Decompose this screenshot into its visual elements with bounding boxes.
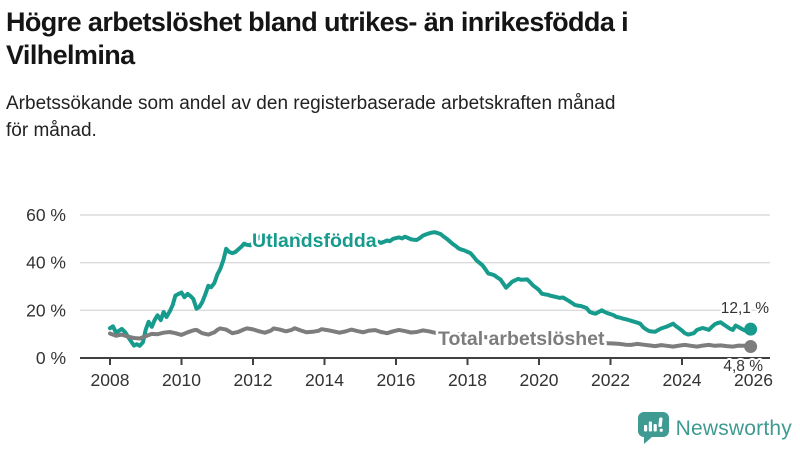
unemployment-line-chart: 0 % 20 % 40 % 60 % 2008 2010 2012 2014 2016 2018 2… bbox=[26, 205, 773, 390]
x-tick-label-2014: 2014 bbox=[305, 370, 344, 390]
series-line-1 bbox=[108, 326, 753, 349]
series-line-0 bbox=[108, 230, 753, 348]
x-tick-label-2020: 2020 bbox=[520, 370, 559, 390]
page-title-line2: Vilhelmina bbox=[6, 39, 135, 70]
x-tick-label-2010: 2010 bbox=[162, 370, 201, 390]
y-tick-label-20: 20 % bbox=[26, 300, 66, 320]
newsworthy-logo-icon bbox=[637, 412, 669, 444]
y-tick-label-0: 0 % bbox=[36, 348, 66, 368]
newsworthy-brand-text: Newsworthy bbox=[675, 416, 792, 440]
page-title: Högre arbetslöshet bland utrikes- än inr… bbox=[0, 0, 774, 72]
series-end-dot-0 bbox=[744, 322, 758, 336]
series-end-dot-1 bbox=[744, 340, 758, 354]
x-tick-label-2022: 2022 bbox=[591, 370, 630, 390]
y-tick-label-40: 40 % bbox=[26, 253, 66, 273]
chart-subtitle-line2: för månad. bbox=[6, 120, 97, 142]
page-title-line1: Högre arbetslöshet bland utrikes- än inr… bbox=[6, 7, 629, 37]
x-tick-label-2018: 2018 bbox=[448, 370, 487, 390]
x-tick-label-2012: 2012 bbox=[234, 370, 273, 390]
series-label-0: Utlandsfödda bbox=[252, 230, 377, 252]
chart-subtitle: Arbetssökande som andel av den registerb… bbox=[0, 72, 794, 145]
series-end-value-0: 12,1 % bbox=[721, 300, 769, 317]
series-label-1: Total arbetslöshet bbox=[438, 328, 605, 350]
series-end-value-1: 4,8 % bbox=[723, 358, 763, 375]
x-tick-label-2008: 2008 bbox=[91, 370, 130, 390]
y-tick-label-60: 60 % bbox=[26, 205, 66, 225]
x-tick-label-2016: 2016 bbox=[377, 370, 416, 390]
x-tick-label-2026: 2026 bbox=[734, 370, 773, 390]
x-tick-label-2024: 2024 bbox=[663, 370, 702, 390]
chart-subtitle-line1: Arbetssökande som andel av den registerb… bbox=[6, 92, 616, 114]
newsworthy-attribution: Newsworthy bbox=[637, 412, 792, 445]
